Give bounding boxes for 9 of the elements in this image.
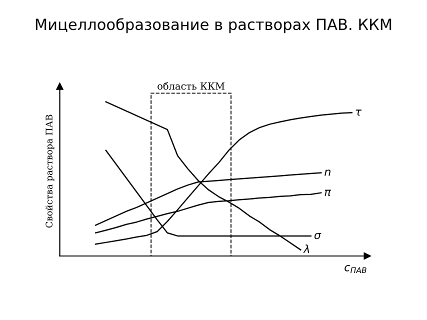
series-label: τ <box>356 110 362 116</box>
x-axis-title: c$_{ПАВ}$ <box>344 265 366 274</box>
series-label: λ <box>303 244 310 253</box>
y-axis-title: Свойства раствора ПАВ <box>46 114 54 228</box>
series-label: σ <box>314 232 322 240</box>
chart-title: Мицеллообразование в растворах ПАВ. ККМ <box>36 18 392 34</box>
text: область ККМ <box>158 82 224 90</box>
series-label: n <box>324 170 330 176</box>
series-label: π <box>324 190 332 196</box>
